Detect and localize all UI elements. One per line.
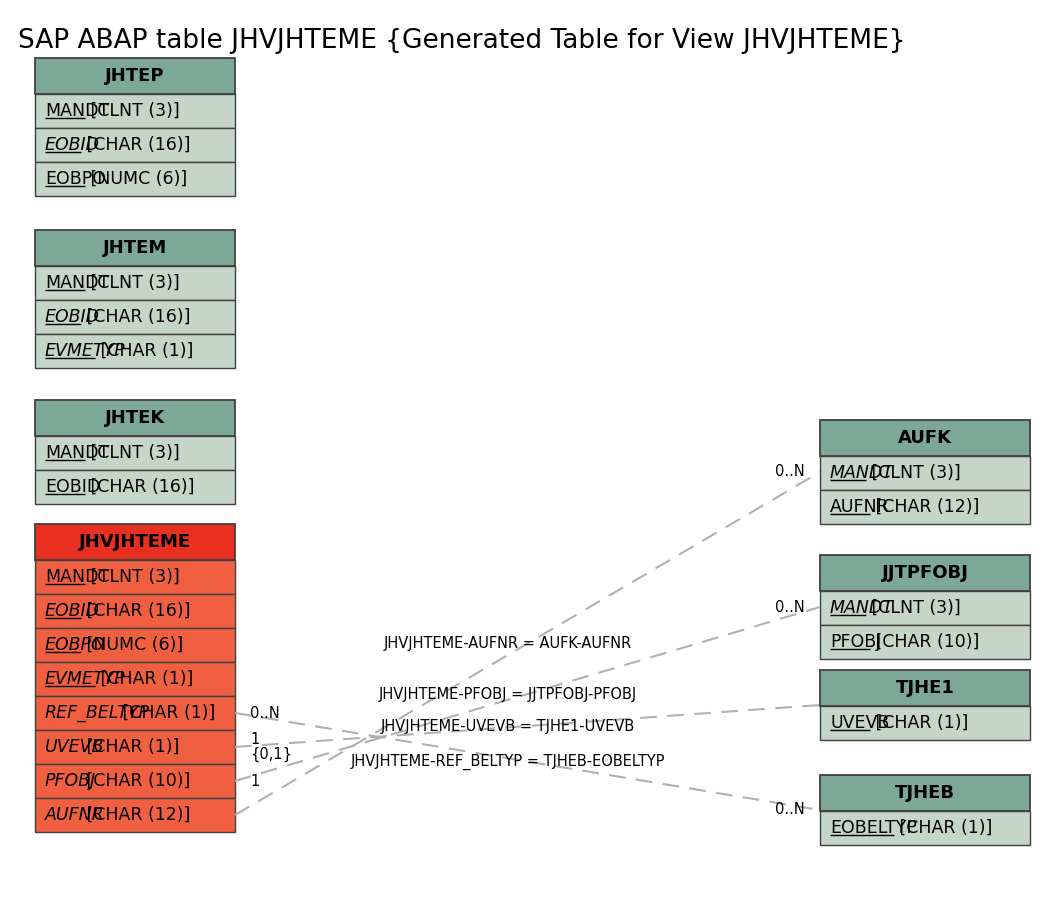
Bar (35, 300, 235, 334)
Text: 0..N: 0..N (775, 803, 805, 817)
Text: EOBELTYP: EOBELTYP (830, 819, 917, 837)
Text: JHTEP: JHTEP (105, 67, 164, 85)
Bar (35, 696, 235, 730)
Text: MANDT: MANDT (830, 599, 894, 617)
Bar (35, 400, 235, 436)
Text: [CHAR (10)]: [CHAR (10)] (870, 633, 979, 651)
Text: EVMETYP: EVMETYP (45, 670, 126, 688)
Bar (35, 334, 235, 368)
Bar (35, 266, 235, 300)
Bar (35, 524, 235, 560)
Text: [CHAR (1)]: [CHAR (1)] (117, 704, 215, 722)
Text: JHTEK: JHTEK (105, 409, 165, 427)
Text: TJHE1: TJHE1 (896, 679, 954, 697)
Text: EOBID: EOBID (45, 308, 100, 326)
Text: SAP ABAP table JHVJHTEME {Generated Table for View JHVJHTEME}: SAP ABAP table JHVJHTEME {Generated Tabl… (18, 28, 905, 54)
Bar (35, 798, 235, 832)
Text: [CHAR (16)]: [CHAR (16)] (81, 136, 191, 154)
Text: EOBPO: EOBPO (45, 636, 106, 654)
Bar (820, 706, 1030, 740)
Text: JHVJHTEME-REF_BELTYP = TJHEB-EOBELTYP: JHVJHTEME-REF_BELTYP = TJHEB-EOBELTYP (350, 753, 665, 770)
Text: [CLNT (3)]: [CLNT (3)] (85, 102, 180, 120)
Text: [CHAR (16)]: [CHAR (16)] (85, 478, 194, 496)
Text: EOBPO: EOBPO (45, 170, 106, 188)
Bar (820, 775, 1030, 811)
Text: JHVJHTEME-PFOBJ = JJTPFOBJ-PFOBJ: JHVJHTEME-PFOBJ = JJTPFOBJ-PFOBJ (378, 687, 637, 701)
Text: JHVJHTEME-UVEVB = TJHE1-UVEVB: JHVJHTEME-UVEVB = TJHE1-UVEVB (381, 718, 635, 734)
Text: EVMETYP: EVMETYP (45, 342, 126, 360)
Text: MANDT: MANDT (830, 464, 894, 482)
Bar (820, 670, 1030, 706)
Bar (820, 625, 1030, 659)
Text: MANDT: MANDT (45, 274, 109, 292)
Bar (820, 420, 1030, 456)
Bar (35, 94, 235, 128)
Text: [CLNT (3)]: [CLNT (3)] (866, 599, 960, 617)
Bar (35, 730, 235, 764)
Text: AUFNR: AUFNR (830, 498, 889, 516)
Bar (820, 490, 1030, 524)
Bar (35, 162, 235, 196)
Text: PFOBJ: PFOBJ (45, 772, 96, 790)
Text: [CHAR (16)]: [CHAR (16)] (81, 602, 191, 620)
Text: [CHAR (1)]: [CHAR (1)] (95, 342, 194, 360)
Bar (820, 811, 1030, 845)
Text: UVEVB: UVEVB (45, 738, 104, 756)
Text: REF_BELTYP: REF_BELTYP (45, 704, 151, 722)
Text: [NUMC (6)]: [NUMC (6)] (81, 636, 183, 654)
Text: EOBID: EOBID (45, 136, 100, 154)
Text: [CLNT (3)]: [CLNT (3)] (85, 568, 180, 586)
Text: [CHAR (1)]: [CHAR (1)] (81, 738, 179, 756)
Bar (35, 470, 235, 504)
Text: JHVJHTEME-AUFNR = AUFK-AUFNR: JHVJHTEME-AUFNR = AUFK-AUFNR (384, 636, 632, 651)
Text: [CHAR (10)]: [CHAR (10)] (81, 772, 191, 790)
Bar (35, 58, 235, 94)
Bar (35, 594, 235, 628)
Text: AUFK: AUFK (898, 429, 952, 447)
Bar (35, 436, 235, 470)
Text: JJTPFOBJ: JJTPFOBJ (882, 564, 969, 582)
Bar (35, 230, 235, 266)
Text: TJHEB: TJHEB (895, 784, 955, 802)
Text: 0..N: 0..N (250, 706, 280, 720)
Bar (35, 662, 235, 696)
Text: PFOBJ: PFOBJ (830, 633, 881, 651)
Bar (820, 456, 1030, 490)
Text: EOBID: EOBID (45, 602, 100, 620)
Text: JHTEM: JHTEM (103, 239, 167, 257)
Text: [CLNT (3)]: [CLNT (3)] (85, 444, 180, 462)
Text: JHVJHTEME: JHVJHTEME (78, 533, 191, 551)
Bar (820, 555, 1030, 591)
Text: [CHAR (12)]: [CHAR (12)] (81, 806, 191, 824)
Text: 1: 1 (250, 773, 260, 788)
Text: 1
{0,1}: 1 {0,1} (250, 732, 292, 762)
Text: [CHAR (1)]: [CHAR (1)] (870, 714, 969, 732)
Bar (35, 764, 235, 798)
Text: MANDT: MANDT (45, 444, 109, 462)
Bar (820, 591, 1030, 625)
Text: [CHAR (16)]: [CHAR (16)] (81, 308, 191, 326)
Text: [CLNT (3)]: [CLNT (3)] (85, 274, 180, 292)
Text: [CLNT (3)]: [CLNT (3)] (866, 464, 960, 482)
Bar (35, 560, 235, 594)
Text: UVEVB: UVEVB (830, 714, 889, 732)
Text: [NUMC (6)]: [NUMC (6)] (85, 170, 188, 188)
Bar (35, 628, 235, 662)
Text: EOBID: EOBID (45, 478, 101, 496)
Text: 0..N: 0..N (775, 465, 805, 479)
Text: AUFNR: AUFNR (45, 806, 105, 824)
Text: [CHAR (1)]: [CHAR (1)] (894, 819, 992, 837)
Text: 0..N: 0..N (775, 600, 805, 615)
Text: [CHAR (12)]: [CHAR (12)] (870, 498, 979, 516)
Text: MANDT: MANDT (45, 568, 109, 586)
Bar (35, 128, 235, 162)
Text: [CHAR (1)]: [CHAR (1)] (95, 670, 194, 688)
Text: MANDT: MANDT (45, 102, 109, 120)
